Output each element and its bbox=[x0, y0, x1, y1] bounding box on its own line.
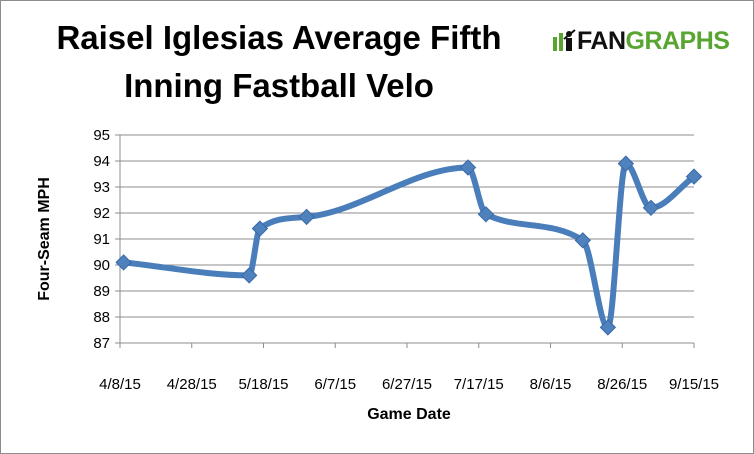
data-point bbox=[685, 168, 703, 185]
batter-icon bbox=[553, 29, 576, 51]
x-tick-label: 4/28/15 bbox=[167, 376, 217, 393]
y-tick-label: 87 bbox=[93, 335, 110, 352]
series-line bbox=[120, 160, 697, 331]
y-axis-title: Four-Seam MPH bbox=[36, 177, 53, 301]
y-tick-label: 94 bbox=[93, 153, 110, 170]
logo-text-graphs: GRAPHS bbox=[625, 27, 730, 55]
x-tick-label: 6/7/15 bbox=[314, 376, 356, 393]
y-tick-label: 93 bbox=[93, 179, 110, 196]
x-tick-labels: 4/8/15 4/28/15 5/18/15 6/7/15 6/27/15 7/17/15… bbox=[99, 376, 719, 393]
data-point bbox=[240, 267, 258, 284]
y-tick-label: 90 bbox=[93, 257, 110, 274]
logo-wordmark: FANGRAPHS bbox=[577, 27, 730, 56]
x-tick-label: 9/15/15 bbox=[669, 376, 719, 393]
x-tick-label: 6/27/15 bbox=[382, 376, 432, 393]
x-tick-label: 8/26/15 bbox=[597, 376, 647, 393]
y-tick-label: 92 bbox=[93, 205, 110, 222]
x-tick-label: 5/18/15 bbox=[238, 376, 288, 393]
data-point bbox=[251, 220, 269, 237]
chart-title-line-2: Inning Fastball Velo bbox=[124, 67, 434, 104]
data-point bbox=[642, 199, 660, 217]
y-tick-label: 95 bbox=[93, 127, 110, 144]
gridlines bbox=[115, 134, 694, 344]
axes bbox=[119, 135, 695, 348]
chart-title-line-1: Raisel Iglesias Average Fifth bbox=[56, 19, 502, 56]
x-tick-label: 4/8/15 bbox=[99, 376, 141, 393]
x-tick-label: 8/6/15 bbox=[530, 376, 572, 393]
data-point bbox=[617, 155, 635, 172]
data-point bbox=[574, 232, 591, 249]
y-tick-label: 89 bbox=[93, 283, 110, 300]
y-tick-labels: 87 88 89 90 91 92 93 94 95 bbox=[93, 127, 110, 352]
x-axis-title: Game Date bbox=[367, 406, 451, 423]
series-markers bbox=[115, 155, 703, 336]
x-tick-label: 7/17/15 bbox=[454, 376, 504, 393]
data-point bbox=[115, 254, 132, 271]
data-point bbox=[298, 208, 315, 226]
logo-text-fan: FAN bbox=[577, 27, 626, 55]
data-point bbox=[459, 159, 477, 176]
series-line-group bbox=[120, 160, 697, 331]
data-point bbox=[477, 206, 495, 223]
y-tick-label: 91 bbox=[93, 231, 110, 248]
data-point bbox=[599, 319, 617, 336]
y-tick-label: 88 bbox=[93, 309, 110, 326]
